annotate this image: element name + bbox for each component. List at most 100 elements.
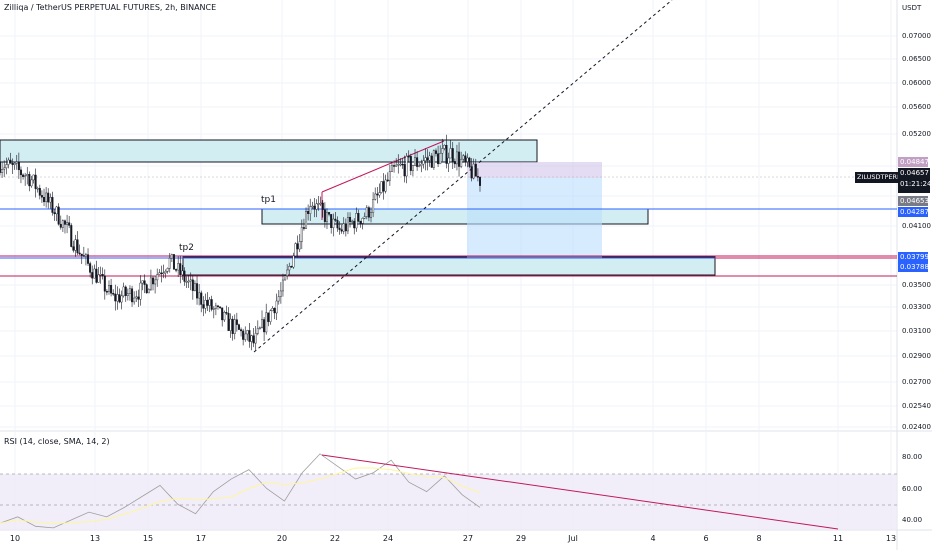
candle-body <box>275 300 278 314</box>
rsi-band <box>0 474 897 530</box>
candle-body <box>0 162 2 173</box>
candle-body <box>22 174 25 177</box>
candle-body <box>351 220 354 223</box>
price-unit: USDT <box>902 4 922 12</box>
candle-body <box>395 164 398 167</box>
candle-body <box>208 299 211 306</box>
tp2-zone <box>182 256 716 276</box>
candle-body <box>154 279 157 285</box>
candle-body <box>298 241 301 250</box>
price-tick: 0.02900 <box>902 352 931 360</box>
rsi-tick: 80.00 <box>902 453 923 461</box>
candle-body <box>5 164 8 169</box>
candle-body <box>300 227 303 242</box>
candle-body <box>258 327 261 330</box>
price-badge: 0.04287 <box>898 207 929 217</box>
candle-body <box>240 329 243 332</box>
candle-body <box>414 157 417 166</box>
symbol-title: Zilliqa / TetherUS PERPETUAL FUTURES, 2h… <box>4 3 217 12</box>
candle-body <box>49 197 52 203</box>
candle-body <box>321 202 324 210</box>
candle-body <box>145 284 148 294</box>
candle-body <box>474 163 477 177</box>
candle-body <box>26 174 29 176</box>
candle-body <box>1 169 4 173</box>
candle-body <box>187 280 190 283</box>
time-tick: Jul <box>568 534 578 543</box>
candle-body <box>84 254 87 257</box>
candle-body <box>122 286 125 297</box>
candle-body <box>288 266 291 271</box>
candle-body <box>36 187 39 190</box>
candle-body <box>355 213 358 229</box>
candle-body <box>97 274 100 283</box>
candle-body <box>458 151 461 167</box>
candle-body <box>164 271 167 274</box>
time-tick: 10 <box>9 534 21 543</box>
tp1-label: tp1 <box>261 195 276 205</box>
candle-body <box>13 163 16 165</box>
candle-body <box>346 217 349 232</box>
candle-body <box>340 229 343 232</box>
candle-body <box>470 166 473 179</box>
candle-body <box>376 193 379 196</box>
candle-body <box>139 282 142 300</box>
candle-body <box>28 174 31 187</box>
candle-body <box>265 312 268 333</box>
candle-body <box>384 179 387 192</box>
candle-body <box>302 227 305 229</box>
candle-body <box>177 263 180 271</box>
candle-body <box>147 288 150 294</box>
candle-body <box>261 319 264 329</box>
candle-body <box>231 318 234 334</box>
rsi-tick: 40.00 <box>902 516 923 524</box>
time-tick: 6 <box>703 534 709 543</box>
candle-body <box>349 217 352 223</box>
candle-body <box>210 299 213 310</box>
candle-body <box>68 222 71 226</box>
candle-body <box>206 299 209 306</box>
candle-body <box>143 280 146 285</box>
candle-body <box>198 292 201 299</box>
time-tick: 27 <box>462 534 474 543</box>
candle-body <box>370 212 373 218</box>
candle-body <box>256 328 259 334</box>
candle-body <box>248 330 251 342</box>
current-symbol-label: ZILUSDTPERP <box>855 172 903 183</box>
candle-body <box>466 157 469 162</box>
price-tick: 0.03500 <box>902 281 931 289</box>
candle-body <box>273 308 276 314</box>
candle-body <box>267 312 270 322</box>
candle-body <box>204 299 207 309</box>
candle-body <box>426 157 429 161</box>
price-tick: 0.05600 <box>902 103 931 111</box>
candle-body <box>30 179 33 187</box>
candle-body <box>170 254 173 259</box>
candle-body <box>393 165 396 167</box>
target-box <box>467 178 602 258</box>
candle-body <box>19 169 22 176</box>
candle-body <box>110 285 113 294</box>
candle-body <box>443 144 446 149</box>
candle-body <box>229 318 232 331</box>
time-tick: 22 <box>329 534 341 543</box>
candle-body <box>390 165 393 172</box>
candle-body <box>281 279 284 292</box>
candle-body <box>472 163 475 179</box>
candle-body <box>80 253 83 256</box>
candle-body <box>292 255 295 268</box>
candle-body <box>118 294 121 303</box>
price-tick: 0.07000 <box>902 32 931 40</box>
candle-body <box>353 220 356 229</box>
candle-body <box>223 312 226 321</box>
candle-body <box>74 239 77 251</box>
candle-body <box>82 255 85 257</box>
candle-body <box>455 151 458 165</box>
candle-body <box>202 304 205 309</box>
candle-body <box>175 269 178 271</box>
price-tick: 0.03100 <box>902 327 931 335</box>
candle-body <box>317 203 320 205</box>
candle-body <box>152 277 155 285</box>
